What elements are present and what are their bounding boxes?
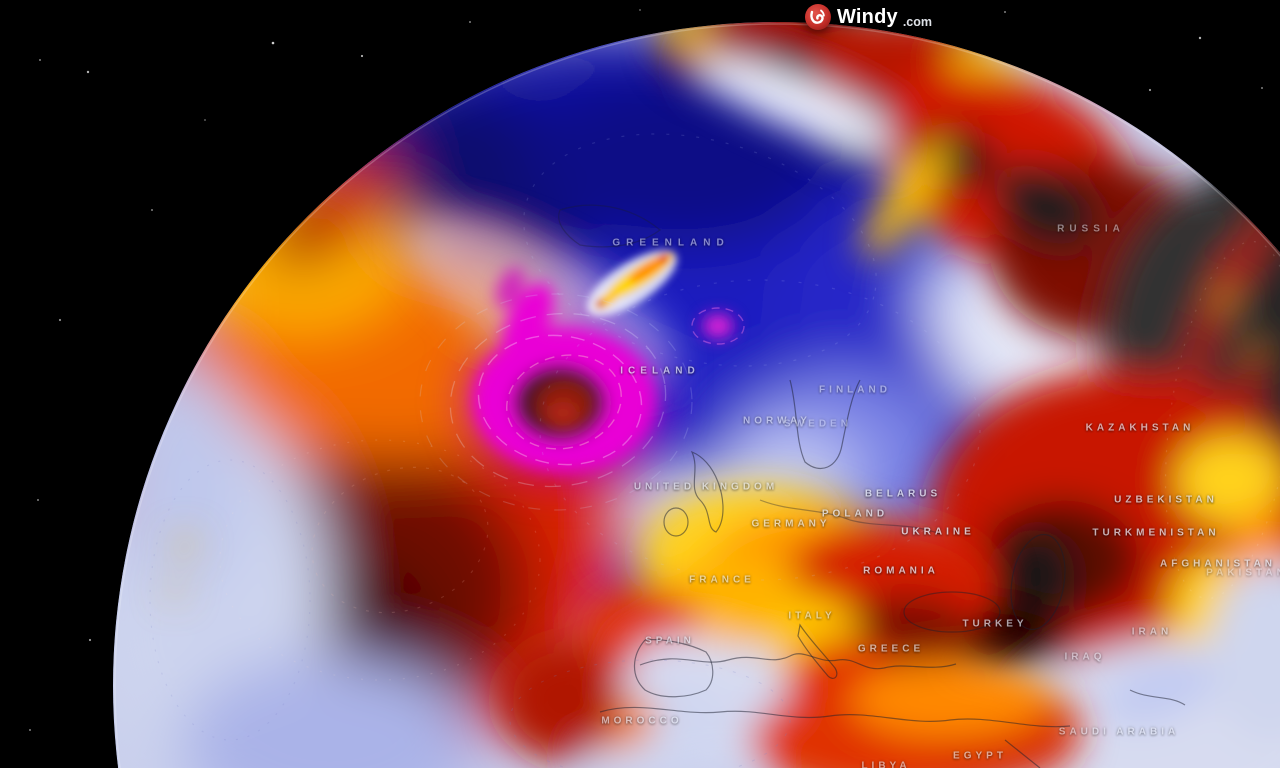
windy-logo-suffix: .com	[902, 15, 933, 29]
stars	[29, 9, 1263, 731]
greenland-warm-ribbon	[587, 250, 677, 316]
globe	[113, 22, 1280, 768]
country-borders	[558, 204, 1186, 768]
wind-streamlines	[149, 133, 1280, 768]
windy-logo-text: Windy	[836, 5, 898, 28]
polar-vortex-anomaly	[472, 267, 734, 472]
windy-logo[interactable]: Windy .com	[804, 2, 932, 32]
globe-limb	[114, 23, 1280, 768]
windy-swirl-icon	[804, 4, 831, 30]
